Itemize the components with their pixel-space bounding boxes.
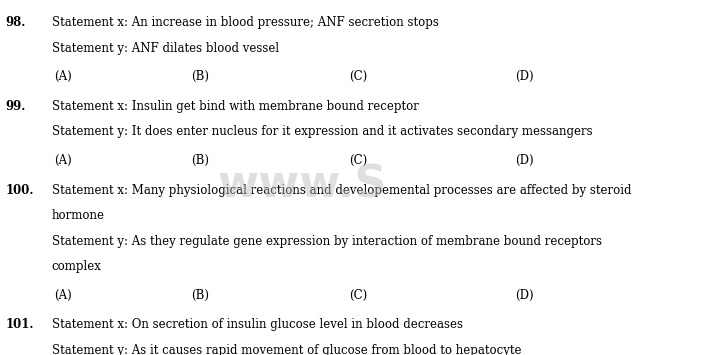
Text: www.S: www.S (217, 163, 387, 206)
Text: Statement y: As it causes rapid movement of glucose from blood to hepatocyte: Statement y: As it causes rapid movement… (52, 344, 521, 355)
Text: (A): (A) (54, 289, 72, 302)
Text: (D): (D) (515, 154, 534, 167)
Text: complex: complex (52, 260, 102, 273)
Text: (A): (A) (54, 154, 72, 167)
Text: Statement y: It does enter nucleus for it expression and it activates secondary : Statement y: It does enter nucleus for i… (52, 125, 593, 138)
Text: 101.: 101. (6, 318, 35, 332)
Text: Statement x: On secretion of insulin glucose level in blood decreases: Statement x: On secretion of insulin glu… (52, 318, 463, 332)
Text: (A): (A) (54, 70, 72, 83)
Text: (D): (D) (515, 70, 534, 83)
Text: Statement x: An increase in blood pressure; ANF secretion stops: Statement x: An increase in blood pressu… (52, 16, 438, 29)
Text: (C): (C) (349, 289, 367, 302)
Text: (B): (B) (191, 289, 209, 302)
Text: Statement y: ANF dilates blood vessel: Statement y: ANF dilates blood vessel (52, 42, 279, 55)
Text: (D): (D) (515, 289, 534, 302)
Text: Statement y: As they regulate gene expression by interaction of membrane bound r: Statement y: As they regulate gene expre… (52, 235, 602, 248)
Text: Statement x: Insulin get bind with membrane bound receptor: Statement x: Insulin get bind with membr… (52, 100, 419, 113)
Text: 100.: 100. (6, 184, 35, 197)
Text: 99.: 99. (6, 100, 26, 113)
Text: (C): (C) (349, 70, 367, 83)
Text: (C): (C) (349, 154, 367, 167)
Text: 98.: 98. (6, 16, 26, 29)
Text: Statement x: Many physiological reactions and developemental processes are affec: Statement x: Many physiological reaction… (52, 184, 631, 197)
Text: (B): (B) (191, 70, 209, 83)
Text: hormone: hormone (52, 209, 105, 222)
Text: (B): (B) (191, 154, 209, 167)
